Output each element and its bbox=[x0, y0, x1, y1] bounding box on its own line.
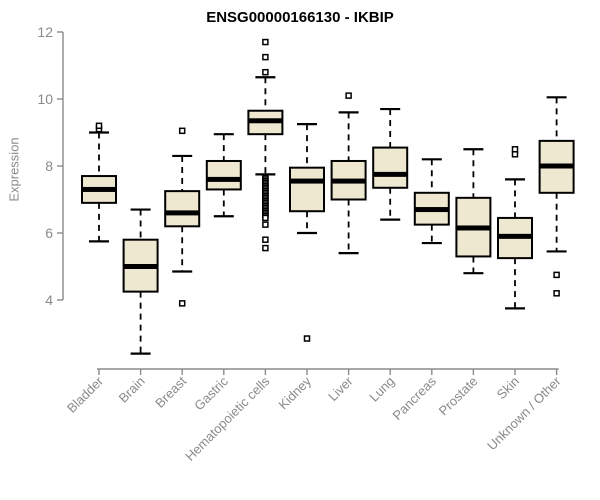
outlier-point bbox=[345, 92, 352, 99]
box-unknown-other bbox=[538, 96, 575, 297]
x-tick-label-gastric: Gastric bbox=[191, 373, 231, 413]
box-gastric bbox=[205, 133, 242, 218]
outlier-point bbox=[262, 236, 269, 243]
iqr-box bbox=[205, 159, 242, 191]
x-tick-label-lung: Lung bbox=[366, 374, 397, 405]
x-tick-label-brain: Brain bbox=[116, 374, 148, 406]
median-bar bbox=[248, 118, 283, 124]
median-bar bbox=[498, 233, 532, 239]
x-tick-label-liver: Liver bbox=[325, 373, 356, 404]
box-lung bbox=[372, 107, 409, 221]
chart-title: ENSG00000166130 - IKBIP bbox=[206, 9, 394, 26]
y-tick-label: 6 bbox=[45, 225, 53, 241]
y-axis: 4 6 8 10 12 bbox=[37, 24, 64, 308]
iqr-box bbox=[289, 166, 325, 213]
x-tick-label-skin: Skin bbox=[494, 374, 522, 402]
outlier-point bbox=[511, 146, 519, 153]
outlier-point bbox=[178, 127, 186, 135]
y-tick-label: 8 bbox=[45, 158, 53, 174]
median-bar bbox=[82, 186, 116, 192]
outlier-point bbox=[262, 221, 269, 228]
box-prostate bbox=[455, 148, 492, 275]
outlier-point bbox=[178, 300, 186, 307]
box-breast bbox=[164, 127, 201, 307]
box-kidney bbox=[289, 123, 325, 342]
iqr-box bbox=[164, 190, 201, 228]
median-bar bbox=[165, 210, 200, 216]
y-tick-label: 10 bbox=[37, 91, 53, 107]
y-tick-label: 4 bbox=[45, 292, 53, 308]
outlier-point bbox=[511, 151, 519, 158]
box-brain bbox=[122, 208, 159, 355]
iqr-box bbox=[372, 146, 409, 189]
outlier-point bbox=[262, 53, 269, 61]
x-tick-label-breast: Breast bbox=[152, 373, 189, 410]
box-skin bbox=[497, 146, 533, 310]
outlier-point bbox=[262, 38, 269, 46]
x-tick-label-prostate: Prostate bbox=[436, 374, 481, 419]
median-bar bbox=[373, 171, 408, 177]
box-pancreas bbox=[413, 158, 450, 245]
x-tick-label-unknown-other: Unknown / Other bbox=[484, 373, 564, 453]
box-hematopoietic-cells bbox=[247, 38, 284, 252]
outlier-point bbox=[95, 122, 103, 130]
x-tick-label-bladder: Bladder bbox=[64, 373, 107, 416]
box-liver bbox=[330, 92, 367, 255]
outlier-point bbox=[303, 335, 311, 342]
median-bar bbox=[123, 264, 158, 269]
outlier-point bbox=[553, 290, 560, 297]
box-bladder bbox=[81, 122, 117, 243]
median-bar bbox=[290, 178, 324, 184]
median-bar bbox=[331, 178, 366, 184]
median-bar bbox=[206, 176, 241, 182]
outlier-point bbox=[262, 244, 269, 252]
outlier-point bbox=[262, 214, 269, 222]
y-tick-label: 12 bbox=[37, 24, 53, 40]
median-bar bbox=[414, 207, 449, 213]
median-bar bbox=[456, 225, 491, 231]
median-bar bbox=[539, 163, 574, 169]
outlier-point bbox=[262, 68, 269, 76]
x-tick-label-pancreas: Pancreas bbox=[389, 373, 439, 423]
outlier-point bbox=[553, 271, 560, 279]
x-tick-label-kidney: Kidney bbox=[275, 373, 314, 412]
